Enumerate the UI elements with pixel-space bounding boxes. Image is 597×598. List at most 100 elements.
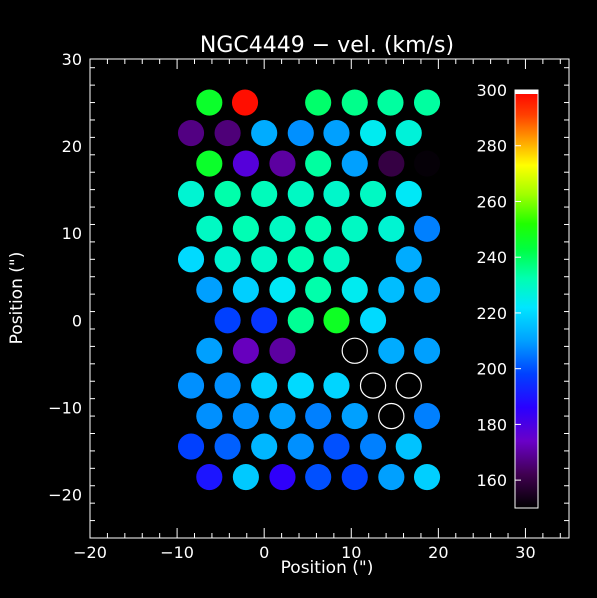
colorbar-tick-label: 240: [476, 248, 507, 267]
plot-frame: [89, 58, 570, 539]
fiber-point: [305, 463, 332, 491]
fiber-point: [232, 463, 259, 491]
fiber-point: [287, 180, 314, 208]
fiber-point: [323, 119, 350, 147]
colorbar-tick-label: 180: [476, 415, 507, 434]
y-tick-label: 20: [62, 137, 82, 156]
fiber-point: [359, 119, 387, 147]
fiber-point: [287, 372, 314, 399]
colorbar-fill: [514, 89, 539, 509]
fiber-point: [413, 403, 441, 430]
x-tick-label: −20: [73, 543, 107, 562]
fiber-point: [341, 89, 368, 116]
fiber-point: [287, 119, 314, 147]
y-tick-label: −20: [48, 485, 82, 504]
fiber-point: [251, 246, 278, 273]
colorbar-tick-label: 280: [476, 137, 507, 156]
fiber-point: [177, 180, 205, 208]
fiber-point: [323, 307, 350, 334]
fiber-point: [177, 246, 205, 273]
fiber-point: [287, 433, 314, 460]
fiber-point: [214, 119, 241, 147]
fiber-point: [341, 215, 368, 242]
fiber-point-empty: [341, 337, 368, 364]
fiber-point: [305, 215, 332, 242]
fiber-point: [232, 215, 259, 242]
x-tick-label: 0: [259, 543, 269, 562]
fiber-point: [359, 433, 387, 460]
fiber-point: [214, 246, 241, 273]
fiber-point: [413, 337, 441, 364]
fiber-point: [196, 276, 223, 303]
fiber-point: [378, 463, 405, 491]
fiber-point: [378, 150, 405, 177]
fiber-point: [269, 276, 296, 303]
fiber-point-empty: [359, 372, 387, 399]
fiber-point: [323, 433, 350, 460]
fiber-point: [251, 119, 278, 147]
fiber-point: [413, 89, 441, 116]
colorbar-tick-label: 300: [476, 81, 507, 100]
fiber-point: [196, 463, 223, 491]
y-tick-label: 10: [62, 224, 82, 243]
fiber-point: [395, 180, 422, 208]
fiber-point: [196, 89, 223, 116]
y-tick-label: 0: [72, 311, 82, 330]
fiber-point: [269, 463, 296, 491]
y-tick-label: −10: [48, 398, 82, 417]
fiber-point: [305, 403, 332, 430]
colorbar-tick-label: 160: [476, 471, 507, 490]
x-tick-labels: −20 −10 0 10 20 30: [73, 543, 536, 562]
fiber-point: [305, 276, 332, 303]
fiber-point: [177, 372, 205, 399]
fiber-point: [413, 215, 441, 242]
fiber-point: [395, 246, 422, 273]
fiber-point: [413, 463, 441, 491]
fiber-point: [341, 463, 368, 491]
fiber-point: [341, 150, 368, 177]
fiber-point: [214, 433, 241, 460]
x-tick-label: 10: [341, 543, 361, 562]
fiber-point: [323, 246, 350, 273]
fiber-point: [214, 372, 241, 399]
fiber-point: [378, 337, 405, 364]
fiber-point: [378, 276, 405, 303]
y-tick-label: 30: [62, 50, 82, 69]
x-tick-label: 20: [428, 543, 448, 562]
fiber-point: [214, 180, 241, 208]
fiber-point: [341, 403, 368, 430]
fiber-point: [323, 180, 350, 208]
fiber-points: [177, 89, 441, 491]
colorbar-cap: [515, 90, 538, 94]
fiber-point: [413, 276, 441, 303]
y-tick-labels: −20 −10 0 10 20 30: [48, 50, 82, 504]
fiber-point: [395, 119, 422, 147]
fiber-point: [359, 307, 387, 334]
fiber-point: [177, 119, 205, 147]
fiber-point: [232, 276, 259, 303]
fiber-point: [287, 307, 314, 334]
fiber-point: [377, 89, 404, 116]
fiber-point: [251, 307, 278, 334]
fiber-point: [359, 180, 387, 208]
colorbar-tick-label: 260: [476, 192, 507, 211]
fiber-point: [232, 403, 259, 430]
fiber-point: [196, 337, 223, 364]
fiber-point: [177, 433, 205, 460]
x-tick-label: 30: [515, 543, 535, 562]
fiber-point: [413, 150, 441, 177]
fiber-point: [196, 150, 223, 177]
fiber-point: [269, 150, 296, 177]
fiber-point: [196, 215, 223, 242]
fiber-point: [251, 433, 278, 460]
fiber-point: [269, 403, 296, 430]
fiber-point: [251, 372, 278, 399]
fiber-point-empty: [395, 372, 422, 399]
colorbar-tick-label: 220: [476, 304, 507, 323]
axis-ticks: [89, 59, 569, 539]
fiber-point: [232, 150, 259, 177]
fiber-point: [232, 337, 259, 364]
fiber-point-empty: [378, 402, 405, 430]
fiber-point: [395, 433, 422, 460]
